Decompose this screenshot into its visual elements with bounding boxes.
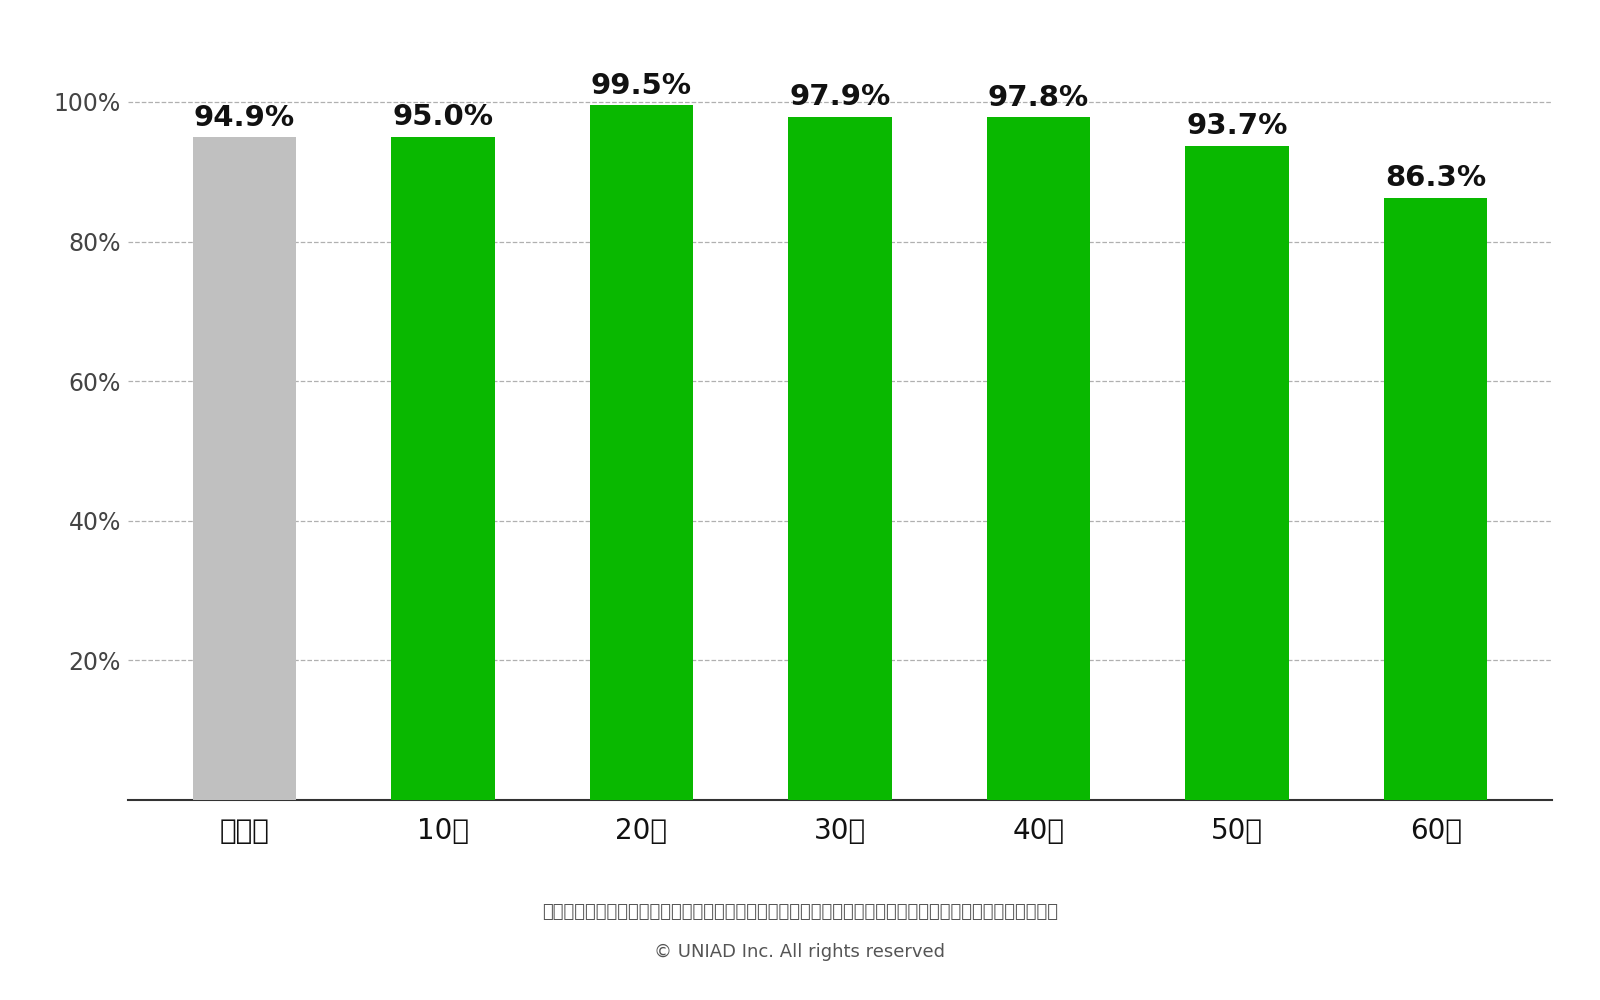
Text: 86.3%: 86.3% (1386, 164, 1486, 192)
Text: 94.9%: 94.9% (194, 104, 294, 132)
Bar (392, 137, 494, 800)
Text: © UNIAD Inc. All rights reserved: © UNIAD Inc. All rights reserved (654, 943, 946, 961)
Text: 参照：総務省情報通信政策研究所｜令和５年度情報通信メディアの利用時間と情報行動に関する調査報告書: 参照：総務省情報通信政策研究所｜令和５年度情報通信メディアの利用時間と情報行動に… (542, 903, 1058, 921)
Text: 97.9%: 97.9% (789, 83, 891, 111)
Bar (590, 105, 693, 800)
Bar (192, 137, 296, 800)
Bar (1186, 146, 1288, 800)
Text: 95.0%: 95.0% (392, 103, 493, 131)
Bar (789, 117, 891, 800)
Text: 93.7%: 93.7% (1187, 112, 1288, 140)
Text: 97.8%: 97.8% (987, 84, 1090, 112)
Text: 99.5%: 99.5% (590, 72, 691, 100)
Bar (1384, 198, 1488, 800)
Bar (987, 117, 1090, 800)
